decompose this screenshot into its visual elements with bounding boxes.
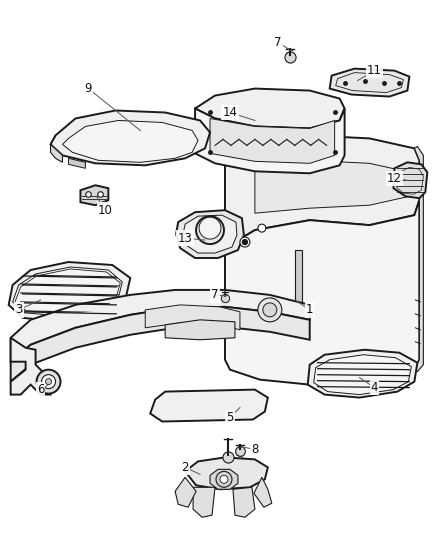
Polygon shape — [63, 120, 198, 163]
Circle shape — [216, 471, 232, 487]
Polygon shape — [50, 110, 210, 165]
Text: 10: 10 — [98, 204, 113, 217]
Polygon shape — [193, 487, 215, 517]
Text: 8: 8 — [251, 443, 258, 456]
Polygon shape — [225, 135, 419, 245]
Circle shape — [37, 370, 60, 393]
Polygon shape — [176, 210, 244, 258]
Polygon shape — [195, 88, 345, 128]
Circle shape — [242, 240, 247, 245]
Circle shape — [240, 237, 250, 247]
Circle shape — [263, 303, 277, 317]
Polygon shape — [145, 305, 240, 330]
Polygon shape — [330, 69, 410, 96]
Polygon shape — [68, 158, 85, 168]
Polygon shape — [150, 390, 268, 422]
Circle shape — [220, 475, 228, 483]
Polygon shape — [11, 307, 310, 382]
Polygon shape — [255, 160, 414, 213]
Polygon shape — [11, 338, 50, 394]
Polygon shape — [210, 470, 238, 489]
Text: 7: 7 — [211, 288, 219, 301]
Circle shape — [199, 217, 221, 239]
Text: 5: 5 — [226, 411, 233, 424]
Polygon shape — [393, 163, 427, 198]
Text: 4: 4 — [371, 381, 378, 394]
Polygon shape — [175, 478, 196, 507]
Text: 9: 9 — [85, 82, 92, 95]
Polygon shape — [13, 267, 122, 316]
Polygon shape — [225, 200, 419, 385]
Text: 14: 14 — [223, 106, 237, 119]
Polygon shape — [414, 147, 424, 372]
Polygon shape — [9, 262, 130, 322]
Polygon shape — [195, 109, 345, 173]
Polygon shape — [210, 118, 335, 163]
Circle shape — [258, 224, 266, 232]
Text: 3: 3 — [15, 303, 22, 317]
Polygon shape — [314, 355, 411, 394]
Polygon shape — [295, 250, 302, 330]
Circle shape — [196, 216, 224, 244]
Text: 13: 13 — [178, 232, 193, 245]
Circle shape — [42, 375, 56, 389]
Polygon shape — [233, 487, 255, 517]
Circle shape — [46, 378, 52, 385]
Polygon shape — [254, 478, 272, 507]
Polygon shape — [81, 185, 108, 205]
Text: 1: 1 — [306, 303, 314, 317]
Polygon shape — [183, 215, 237, 253]
Polygon shape — [308, 350, 417, 398]
Polygon shape — [185, 457, 268, 489]
Polygon shape — [50, 135, 63, 163]
Polygon shape — [165, 320, 235, 340]
Polygon shape — [11, 290, 310, 362]
Circle shape — [258, 298, 282, 322]
Text: 12: 12 — [387, 172, 402, 185]
Text: 2: 2 — [181, 461, 189, 474]
Text: 7: 7 — [274, 36, 282, 49]
Text: 6: 6 — [37, 383, 44, 396]
Text: 11: 11 — [367, 64, 382, 77]
